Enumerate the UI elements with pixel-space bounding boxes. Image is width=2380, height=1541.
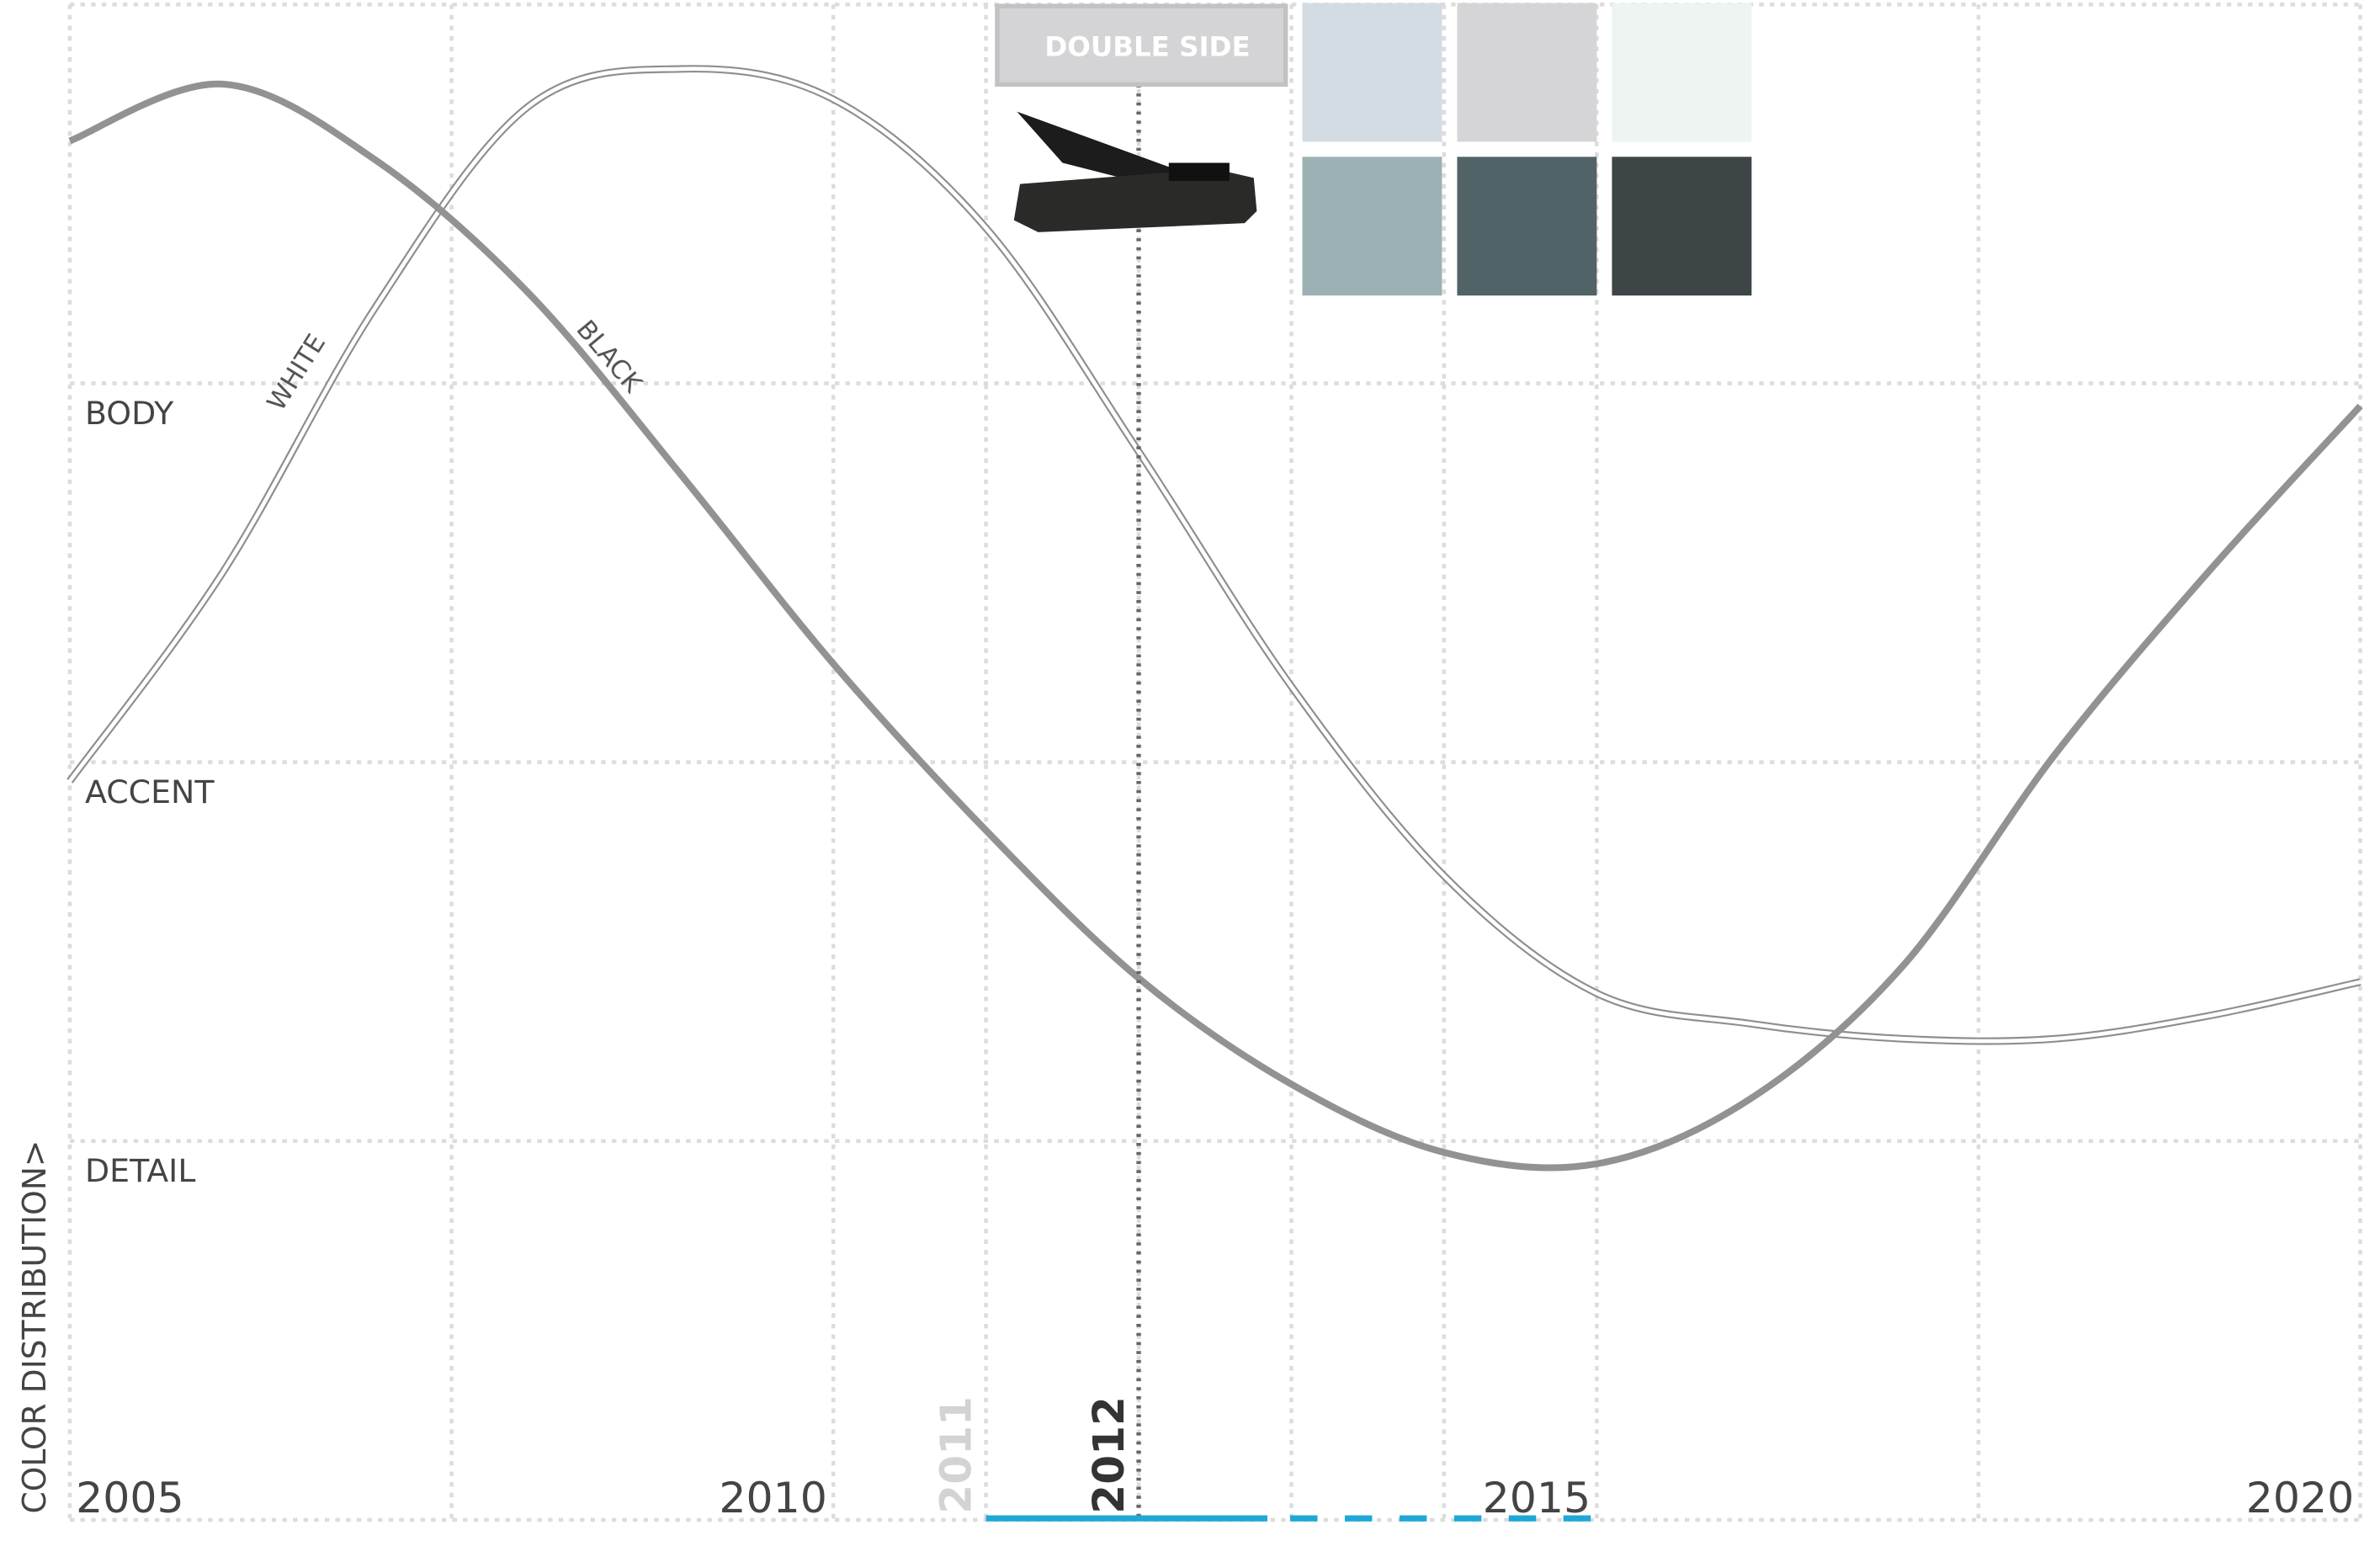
knife-clip <box>1168 162 1230 181</box>
knife-image <box>1013 111 1257 232</box>
x-tick-label: 2015 <box>1483 1473 1591 1522</box>
x-tick-label: 2010 <box>719 1473 827 1522</box>
knife-handle <box>1013 168 1257 232</box>
x-tick-label: 2005 <box>76 1473 184 1522</box>
tooltip-header <box>995 3 1288 88</box>
tooltip-title: DOUBLE SIDE <box>1044 30 1250 62</box>
y-tick-label: DETAIL <box>85 1152 195 1189</box>
color-swatch <box>1457 157 1597 296</box>
previous-year-label: 2011 <box>931 1396 980 1514</box>
color-swatch <box>1302 3 1442 142</box>
series-line <box>68 80 2363 1172</box>
series-line-inner <box>68 66 2361 1044</box>
knife-blade <box>1017 111 1199 190</box>
selected-year-label: 2012 <box>1084 1396 1134 1514</box>
color-swatch <box>1612 3 1752 142</box>
y-axis-label: COLOR DISTRIBUTION> <box>16 1140 53 1514</box>
color-swatch <box>1612 157 1752 296</box>
y-tick-label: BODY <box>85 395 174 432</box>
color-swatch <box>1457 3 1597 142</box>
color-swatch <box>1302 157 1442 296</box>
y-tick-label: ACCENT <box>85 773 215 810</box>
x-tick-label: 2020 <box>2246 1473 2355 1522</box>
